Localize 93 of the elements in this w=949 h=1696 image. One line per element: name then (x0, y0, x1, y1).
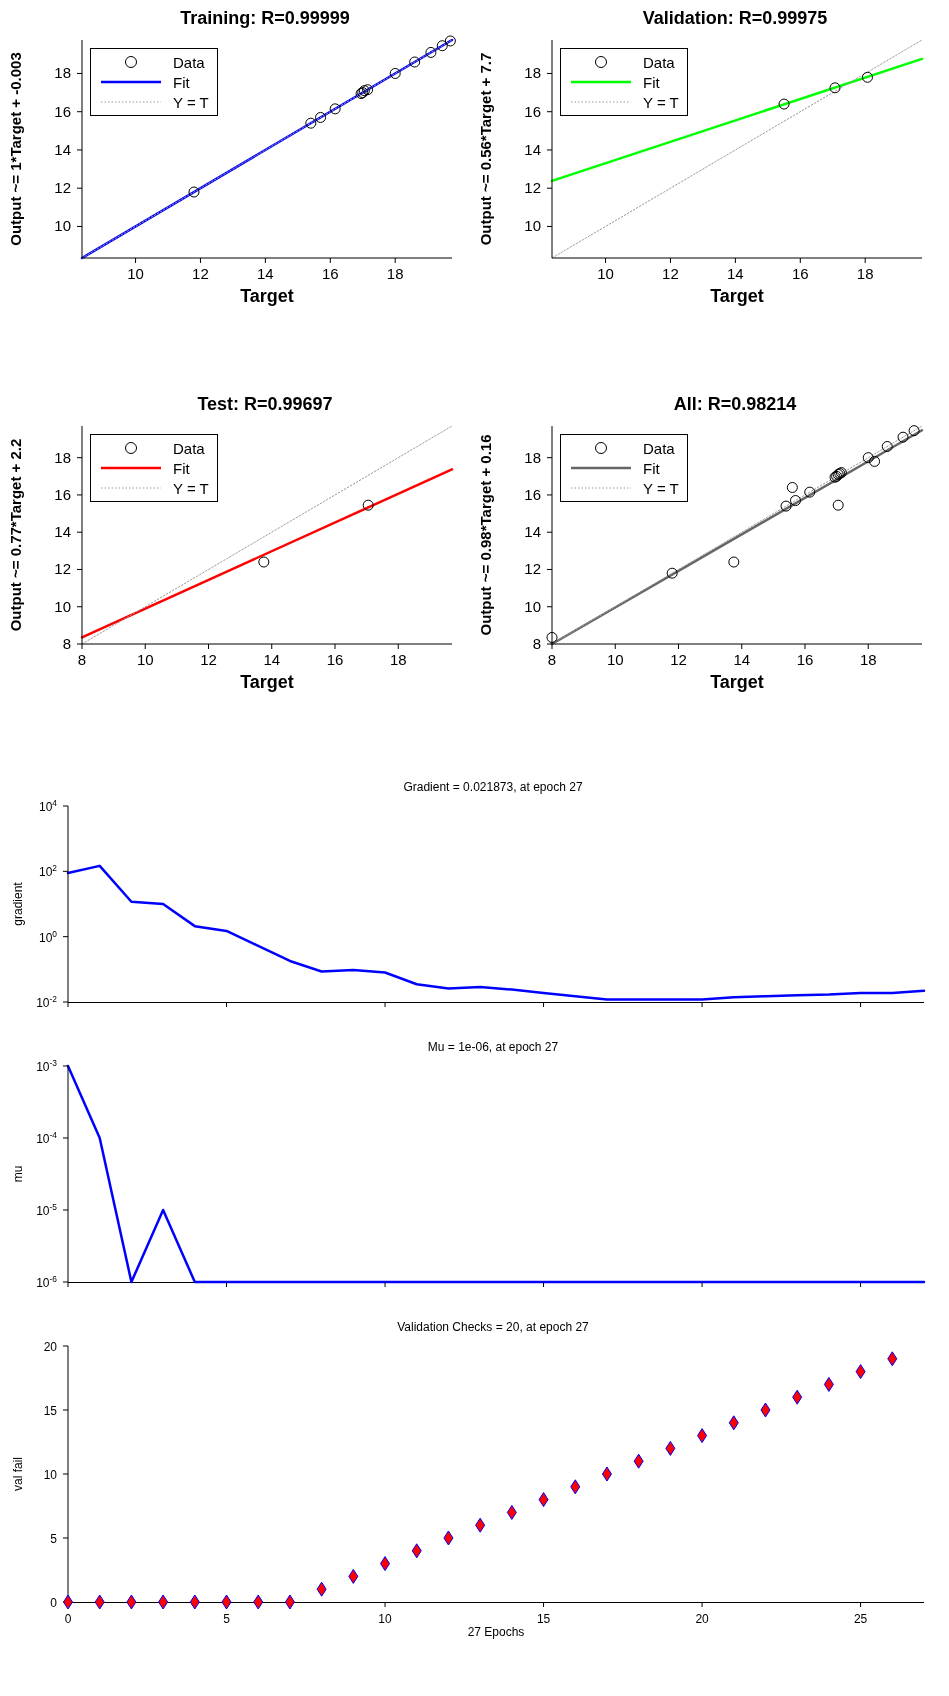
y-tick-label: 15 (43, 1404, 58, 1418)
legend-label: Data (173, 53, 205, 71)
y-axis-title: Output ~= 0.56*Target + 7.7 (477, 52, 495, 246)
y-axis-title: Output ~= 1*Target + -0.003 (7, 52, 25, 246)
x-axis-title: Target (240, 672, 294, 692)
x-tick-label: 15 (536, 1612, 551, 1626)
y-tick-label: 18 (524, 64, 541, 82)
x-tick-label: 18 (856, 265, 874, 282)
x-tick-label: 16 (796, 651, 814, 668)
y-axis-title: val fail (11, 1456, 26, 1492)
y-tick-label: 10 (524, 597, 541, 615)
legend-label: Data (173, 439, 205, 457)
legend-label: Data (643, 439, 675, 457)
legend-label: Data (643, 53, 675, 71)
x-axis-title: 27 Epochs (467, 1625, 525, 1639)
y-tick-label: 14 (54, 140, 71, 158)
y-tick-label: 14 (524, 523, 541, 541)
y-tick-label: 14 (54, 523, 71, 541)
x-tick-label: 10 (378, 1612, 393, 1626)
y-tick-label: 10 (54, 217, 71, 235)
x-tick-label: 12 (200, 651, 217, 668)
chart-title: Gradient = 0.021873, at epoch 27 (402, 780, 584, 796)
legend-label: Fit (173, 73, 190, 91)
x-tick-label: 12 (192, 265, 209, 282)
y-tick-label: 16 (524, 102, 541, 120)
x-axis-title: Target (240, 286, 294, 306)
legend-label: Fit (643, 459, 660, 477)
y-tick-label: 8 (62, 635, 71, 652)
legend-label: Y = T (643, 479, 679, 497)
x-axis-title: Target (710, 672, 764, 692)
y-tick-label: 10$^{2}$ (38, 863, 58, 880)
x-tick-label: 25 (853, 1612, 868, 1626)
y-tick-label: 16 (524, 485, 541, 503)
x-tick-label: 18 (389, 651, 407, 668)
y-tick-label: 18 (54, 64, 71, 82)
x-tick-label: 10 (606, 651, 624, 668)
x-tick-label: 10 (136, 651, 154, 668)
x-tick-label: 14 (257, 265, 274, 282)
legend-label: Y = T (173, 479, 209, 497)
x-tick-label: 16 (791, 265, 809, 282)
x-tick-label: 20 (695, 1612, 710, 1626)
chart-title: All: R=0.98214 (672, 394, 798, 416)
chart-title: Test: R=0.99697 (196, 394, 334, 416)
y-tick-label: 20 (43, 1340, 58, 1354)
y-tick-label: 10$^{4}$ (38, 798, 58, 814)
y-tick-label: 10$^{-6}$ (36, 1274, 58, 1290)
x-tick-label: 10 (597, 265, 614, 282)
x-tick-label: 12 (670, 651, 687, 668)
chart-title: Validation Checks = 20, at epoch 27 (396, 1320, 590, 1336)
legend-label: Y = T (643, 93, 679, 111)
y-tick-label: 10$^{-3}$ (36, 1058, 58, 1074)
x-tick-label: 14 (727, 265, 744, 282)
y-tick-label: 8 (532, 635, 541, 652)
y-tick-label: 10$^{0}$ (38, 928, 58, 945)
legend-label: Fit (643, 73, 660, 91)
y-axis-title: mu (11, 1165, 26, 1183)
y-tick-label: 16 (54, 102, 71, 120)
y-tick-label: 10$^{-5}$ (36, 1202, 58, 1218)
x-tick-label: 5 (223, 1612, 231, 1626)
x-tick-label: 16 (326, 651, 344, 668)
x-tick-label: 8 (77, 651, 87, 668)
chart-title: Training: R=0.99999 (179, 8, 351, 30)
y-tick-label: 10 (524, 217, 541, 235)
y-tick-label: 14 (524, 140, 541, 158)
x-tick-label: 18 (386, 265, 404, 282)
y-tick-label: 10 (43, 1468, 58, 1482)
y-axis-title: Output ~= 0.77*Target + 2.2 (7, 438, 25, 632)
y-tick-label: 10$^{-4}$ (36, 1130, 58, 1146)
chart-title: Validation: R=0.99975 (641, 8, 829, 30)
y-tick-label: 12 (54, 179, 71, 197)
y-tick-label: 16 (54, 485, 71, 503)
y-tick-label: 12 (54, 560, 71, 578)
x-tick-label: 14 (733, 651, 751, 668)
x-tick-label: 8 (547, 651, 557, 668)
legend-label: Fit (173, 459, 190, 477)
y-tick-label: 5 (50, 1532, 58, 1546)
y-tick-label: 12 (524, 179, 541, 197)
x-tick-label: 18 (859, 651, 877, 668)
x-axis-title: Target (710, 286, 764, 306)
x-tick-label: 14 (263, 651, 281, 668)
y-axis-title: Output ~= 0.98*Target + 0.16 (477, 434, 495, 636)
y-tick-label: 10$^{-2}$ (36, 994, 58, 1010)
y-tick-label: 0 (50, 1596, 58, 1610)
y-tick-label: 12 (524, 560, 541, 578)
y-tick-label: 18 (54, 448, 71, 466)
x-tick-label: 10 (127, 265, 144, 282)
chart-title: Mu = 1e-06, at epoch 27 (426, 1040, 560, 1056)
y-axis-title: gradient (11, 881, 26, 926)
legend-label: Y = T (173, 93, 209, 111)
x-tick-label: 16 (321, 265, 339, 282)
y-tick-label: 10 (54, 597, 71, 615)
y-tick-label: 18 (524, 448, 541, 466)
x-tick-label: 12 (662, 265, 679, 282)
